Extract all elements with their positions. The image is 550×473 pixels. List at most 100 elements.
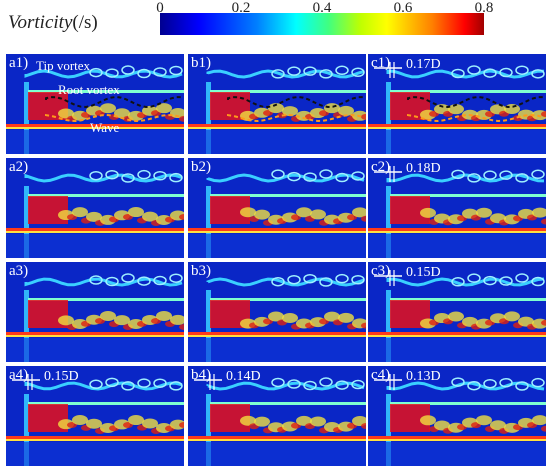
tip-vortex-ring <box>351 67 365 78</box>
wake-blob <box>541 218 546 225</box>
panel-a4: a4) 0.15D <box>6 366 184 466</box>
wake-blob <box>352 416 366 427</box>
wave-surface <box>6 332 184 335</box>
root-vortex-band <box>28 90 184 93</box>
panel-a3: a3) <box>6 262 184 362</box>
tip-vortex-ring <box>303 380 317 391</box>
wake-blob <box>128 207 144 218</box>
tip-vortex-ring <box>271 377 285 388</box>
annotation-wave: Wave <box>90 120 120 135</box>
tip-vortex-ring <box>153 67 167 77</box>
measure-label: 0.15D <box>44 369 79 384</box>
tip-vortex-ring <box>451 169 465 180</box>
wake-blob <box>541 319 546 326</box>
colorbar-tick-3: 0.6 <box>393 0 413 16</box>
measure-arrows <box>12 374 40 390</box>
tower <box>206 394 211 466</box>
tip-vortex-ring <box>271 169 285 179</box>
tip-vortex-ring <box>319 69 333 79</box>
tip-vortex-ring <box>451 277 465 287</box>
tip-vortex-ring <box>153 170 167 181</box>
tip-vortex-ring <box>121 381 135 391</box>
panel-field <box>368 374 546 466</box>
wake-blob <box>268 103 284 114</box>
wake-blob <box>128 415 144 426</box>
wake-blob <box>142 211 158 222</box>
wake-blob <box>476 415 492 426</box>
wake-blob <box>361 322 366 329</box>
panel-field <box>6 273 184 362</box>
tip-vortex-ring <box>137 169 151 180</box>
panel-label: c3) <box>371 263 391 279</box>
tip-vortex-ring <box>319 169 333 179</box>
wake-blob <box>420 415 436 426</box>
panel-label: a4) <box>9 367 29 383</box>
colorbar-unit: (/s) <box>72 12 98 33</box>
tip-vortex-ring <box>467 273 481 283</box>
wave-surface-edge <box>368 231 546 233</box>
tower <box>24 394 29 466</box>
rotor-wake-core <box>28 196 68 224</box>
tip-vortex-ring <box>351 171 365 181</box>
wake-blob <box>338 312 354 323</box>
wake-blob <box>179 422 184 429</box>
panel-field <box>188 374 366 466</box>
wave-surface <box>188 124 366 127</box>
dashed-trace-orange <box>407 113 544 122</box>
measure-label: 0.15D <box>406 265 441 280</box>
wake-blob <box>324 103 340 114</box>
tip-vortex-ring <box>89 170 103 181</box>
tip-vortex-ring <box>515 381 529 391</box>
wave-surface-edge <box>188 439 366 441</box>
tower <box>386 186 391 258</box>
wake-blob <box>541 111 546 118</box>
wave-surface <box>6 436 184 439</box>
tip-vortex-ring <box>531 169 545 180</box>
tower <box>386 290 391 362</box>
tip-vortex-ring <box>121 173 135 183</box>
lower-field <box>6 130 184 154</box>
wake-blob <box>72 415 88 426</box>
panel-c4: c4) 0.13D <box>368 366 546 466</box>
wave-surface <box>188 228 366 231</box>
root-vortex-band <box>390 298 546 301</box>
lower-field <box>368 442 546 466</box>
panel-b2: b2) <box>188 158 366 258</box>
colorbar-tick-4: 0.8 <box>474 0 494 16</box>
wake-blob <box>310 416 326 427</box>
tip-vortex-ring <box>351 379 365 390</box>
tip-vortex-ring <box>515 273 529 283</box>
tip-vortex-ring <box>169 273 183 283</box>
wave-surface-edge <box>6 439 184 441</box>
tip-vortex-band <box>24 173 183 183</box>
annotation-root: Root vortex <box>58 82 120 97</box>
panel-label: b2) <box>191 159 211 175</box>
tip-vortex-ring <box>303 273 317 284</box>
wake-blob <box>100 311 116 322</box>
panel-b4: b4) 0.14D <box>188 366 366 466</box>
wake-blob <box>114 315 130 326</box>
wave-surface-edge <box>368 439 546 441</box>
wake-blob <box>361 113 366 120</box>
wake-blob <box>338 105 354 116</box>
tip-vortex-ring <box>335 172 349 183</box>
tower <box>206 186 211 258</box>
tip-vortex-ring <box>499 67 513 78</box>
root-vortex-band <box>210 298 366 301</box>
tip-vortex-ring <box>169 172 183 183</box>
wave-surface-edge <box>368 127 546 129</box>
tip-vortex-ring <box>335 273 349 284</box>
tower <box>24 290 29 362</box>
tip-vortex-ring <box>271 276 285 287</box>
wave-surface <box>188 332 366 335</box>
tip-vortex-ring <box>89 379 103 390</box>
measure-arrows <box>374 270 402 286</box>
panel-field <box>368 166 546 258</box>
root-vortex-band <box>28 298 184 301</box>
wake-blob <box>448 104 464 115</box>
tip-vortex-ring <box>515 173 529 183</box>
wake-blob <box>156 103 172 114</box>
root-vortex-band <box>390 90 546 93</box>
wake-blob <box>296 207 312 218</box>
wake-blob <box>504 311 520 322</box>
